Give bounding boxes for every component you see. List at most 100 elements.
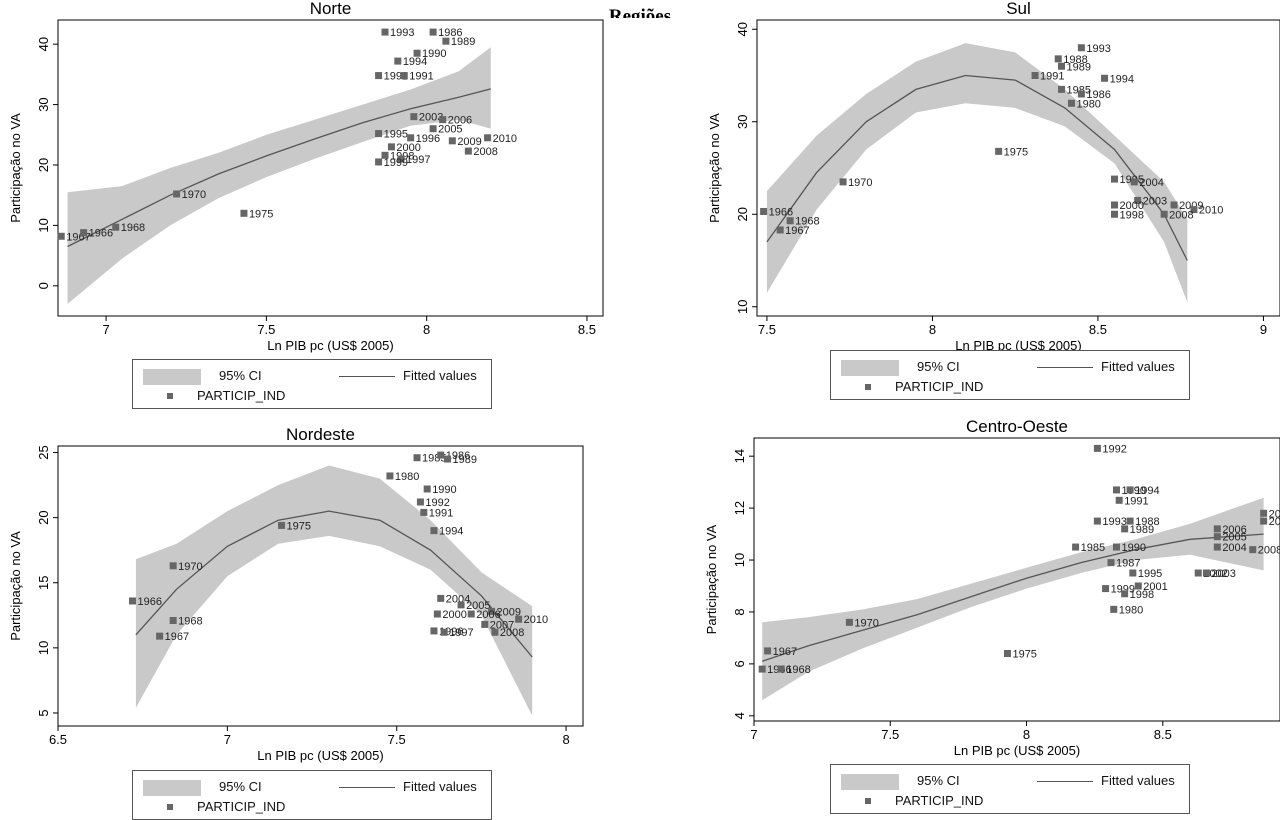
fit-legend-line: [1037, 367, 1093, 368]
point-label-1998: 1998: [1119, 209, 1143, 221]
data-point-2009: [448, 137, 456, 145]
data-point-1997: [440, 628, 448, 636]
point-label-1995: 1995: [384, 129, 408, 141]
point-label-1967: 1967: [165, 631, 189, 643]
x-tick-label: 8.5: [1154, 727, 1172, 742]
fit-legend-line: [339, 787, 395, 788]
panel-norte: Norte 7 7.5 8 8.5 0 10 20 30 40 Ln PIB pc (US$ 200…: [0, 0, 640, 410]
y-axis-label: Participação no VA: [8, 113, 23, 223]
point-label-2010: 2010: [524, 614, 548, 626]
data-point-1993: [1093, 517, 1101, 525]
point-label-1966: 1966: [138, 596, 162, 608]
ci-legend-label: 95% CI: [219, 779, 262, 794]
data-point-1970: [845, 618, 853, 626]
plot-frame-norte: [57, 19, 604, 317]
data-point-1998: [1121, 590, 1129, 598]
point-label-1989: 1989: [1130, 524, 1154, 536]
chart-nordeste: Nordeste 6.5 7 7.5 8 5 10 15 20 25 Ln PIB pc (US$ …: [8, 425, 584, 763]
data-point-2005: [1213, 533, 1221, 541]
data-point-1968: [777, 665, 785, 673]
data-point-1986: [437, 451, 445, 459]
point-label-1986: 1986: [1086, 89, 1110, 101]
data-point-2004: [1213, 543, 1221, 551]
point-legend-marker: [167, 804, 173, 810]
point-label-2010: 2010: [1269, 508, 1280, 520]
ci-legend-label: 95% CI: [917, 359, 960, 374]
point-label-1980: 1980: [1076, 98, 1100, 110]
data-point-1975: [240, 209, 248, 217]
y-tick-label: 10: [36, 218, 51, 232]
point-label-2003: 2003: [1211, 568, 1235, 580]
y-tick-label: 30: [36, 97, 51, 111]
chart-norte: Norte 7 7.5 8 8.5 0 10 20 30 40 Ln PIB pc (US$ 200…: [8, 0, 604, 353]
chart-title-norte: Norte: [310, 0, 352, 18]
data-point-2006: [439, 116, 447, 124]
data-point-2010: [1190, 206, 1198, 214]
point-label-2003: 2003: [419, 112, 443, 124]
x-tick-label: 6.5: [49, 732, 67, 747]
point-label-2008: 2008: [1169, 209, 1193, 221]
data-point-2010: [515, 615, 523, 623]
ci-band-centro-oeste: [762, 497, 1264, 701]
data-point-1991: [1115, 496, 1123, 504]
point-label-2006: 2006: [476, 609, 500, 621]
data-point-1968: [786, 217, 794, 225]
data-point-2005: [457, 601, 465, 609]
point-label-1993: 1993: [1102, 516, 1126, 528]
point-label-1997: 1997: [449, 627, 473, 639]
point-label-1985: 1985: [1067, 84, 1091, 96]
y-tick-label: 6: [732, 660, 747, 667]
data-point-1994: [394, 57, 402, 65]
point-label-1994: 1994: [403, 56, 427, 68]
point-label-1991: 1991: [429, 507, 453, 519]
ci-band-sul: [766, 43, 1188, 303]
point-legend-label: PARTICIP_IND: [197, 388, 286, 403]
data-point-1975: [278, 521, 286, 529]
point-legend-marker: [865, 798, 871, 804]
data-point-1987: [1107, 559, 1115, 567]
point-label-2008: 2008: [473, 146, 497, 158]
point-label-1987: 1987: [1116, 558, 1140, 570]
y-tick-label: 20: [36, 510, 51, 524]
fit-legend-line: [1037, 781, 1093, 782]
point-label-1970: 1970: [178, 561, 202, 573]
point-label-1991: 1991: [409, 71, 433, 83]
data-point-2009: [1170, 201, 1178, 209]
data-point-2007: [481, 620, 489, 628]
point-label-1988: 1988: [1135, 516, 1159, 528]
x-tick-label: 7.5: [758, 322, 776, 337]
data-point-1989: [442, 37, 450, 45]
data-point-2000: [387, 143, 395, 151]
x-tick-label: 8: [1023, 727, 1030, 742]
point-label-1993: 1993: [1086, 43, 1110, 55]
point-label-2009: 2009: [1179, 200, 1203, 212]
data-point-1966: [129, 597, 137, 605]
data-point-1966: [758, 665, 766, 673]
data-point-2000: [433, 610, 441, 618]
point-label-1968: 1968: [795, 216, 819, 228]
ci-band-nordeste: [135, 465, 533, 716]
data-point-1994: [430, 527, 438, 535]
data-point-2008: [1160, 210, 1168, 218]
data-point-2008: [464, 147, 472, 155]
ci-band-norte: [67, 47, 491, 304]
data-point-2010: [1260, 509, 1268, 517]
point-legend-label: PARTICIP_IND: [895, 793, 984, 808]
point-label-2000: 2000: [396, 142, 420, 154]
y-axis-label: Participação no VA: [704, 524, 719, 634]
data-point-1996: [407, 134, 415, 142]
fit-legend-label: Fitted values: [403, 368, 477, 383]
point-label-1975: 1975: [249, 208, 273, 220]
data-point-2004: [1130, 178, 1138, 186]
data-point-2001: [1134, 582, 1142, 590]
point-label-1968: 1968: [786, 664, 810, 676]
point-label-1968: 1968: [121, 222, 145, 234]
data-point-1975: [1003, 649, 1011, 657]
point-label-1989: 1989: [1067, 61, 1091, 73]
point-label-1990: 1990: [432, 484, 456, 496]
x-tick-label: 7: [224, 732, 231, 747]
point-label-1985: 1985: [1081, 542, 1105, 554]
data-point-1990: [423, 485, 431, 493]
x-tick-label: 7.5: [257, 322, 275, 337]
x-axis-label: Ln PIB pc (US$ 2005): [257, 748, 383, 763]
